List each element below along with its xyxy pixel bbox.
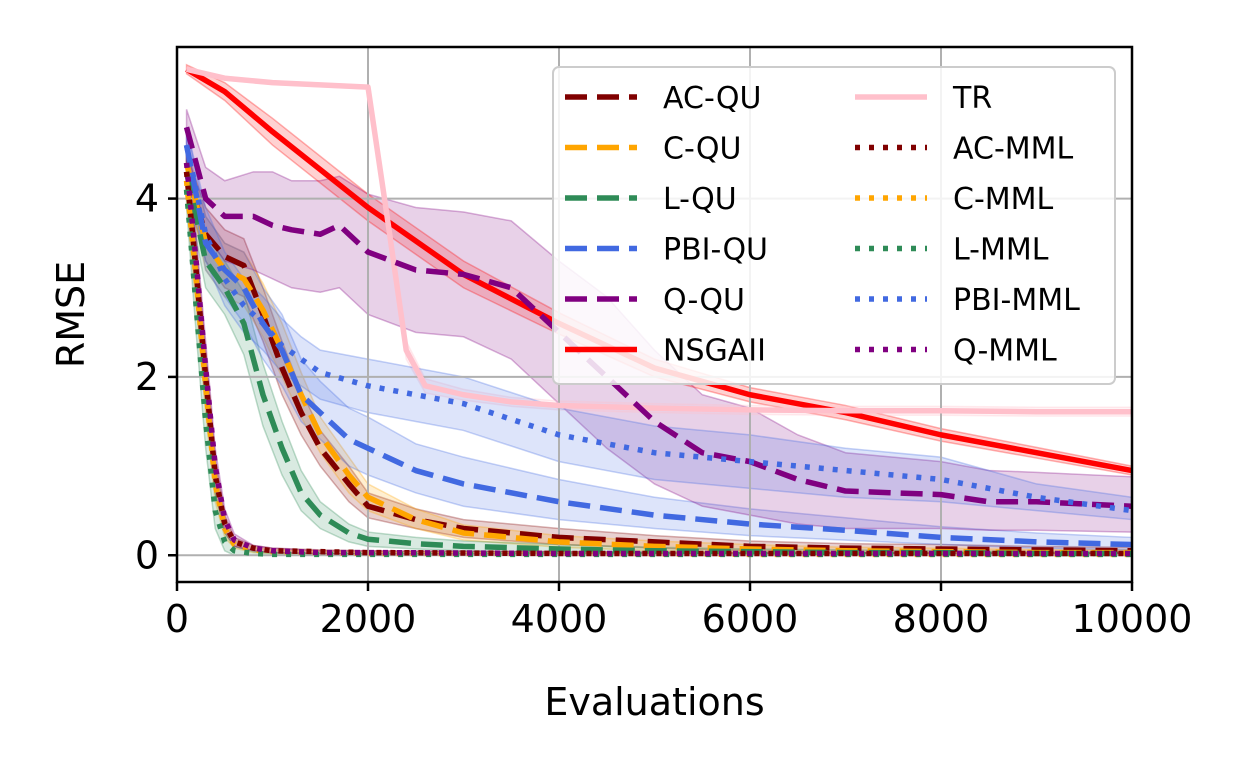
series-line-q-qu — [183, 126, 1133, 509]
legend-label: C-QU — [663, 132, 741, 167]
legend-label: NSGAII — [663, 334, 766, 369]
legend-label: C-MML — [953, 182, 1054, 217]
legend-label: AC-QU — [663, 81, 761, 116]
x-axis-label: Evaluations — [544, 680, 764, 724]
legend-label: TR — [952, 81, 992, 116]
y-tick-label: 2 — [135, 355, 159, 399]
plot-frame — [175, 45, 1134, 584]
series-lines — [183, 66, 1133, 558]
x-tick-label: 0 — [165, 597, 189, 641]
series-line-tr — [185, 66, 1132, 415]
legend-entry-l-qu: L-QU — [565, 182, 737, 217]
legend-box — [552, 66, 1116, 385]
legend-label: PBI-QU — [663, 233, 768, 268]
legend-label: Q-QU — [663, 283, 745, 318]
y-tick-label: 0 — [135, 533, 159, 577]
series-line-pbi-mml — [183, 144, 1133, 514]
x-tick-label: 2000 — [320, 597, 417, 641]
legend-entry-q-qu: Q-QU — [565, 283, 745, 318]
axis-ticks: 0 2000 4000 6000 8000 10000 0 2 4 — [135, 177, 1193, 641]
legend-entry-c-mml: C-MML — [855, 182, 1054, 217]
legend-label: Q-MML — [953, 334, 1057, 369]
series-line-pbi-qu — [183, 144, 1133, 548]
legend-entry-tr: TR — [855, 81, 992, 116]
legend: AC-QU C-QU L-QU PBI-QU Q-QU NSGAII TR AC-MML C-M… — [552, 66, 1116, 385]
legend-entry-c-qu: C-QU — [565, 132, 741, 167]
x-tick-label: 10000 — [1072, 597, 1193, 641]
series-line-l-mml — [183, 189, 1132, 558]
legend-label: L-QU — [663, 182, 737, 217]
legend-label: AC-MML — [953, 132, 1074, 167]
legend-entry-nsgaii: NSGAII — [565, 334, 766, 369]
x-tick-label: 8000 — [893, 597, 990, 641]
x-tick-label: 6000 — [702, 597, 799, 641]
legend-entry-ac-qu: AC-QU — [565, 81, 761, 116]
legend-label: PBI-MML — [953, 283, 1080, 318]
legend-label: L-MML — [953, 233, 1049, 268]
y-axis-label: RMSE — [49, 261, 93, 368]
legend-entry-ac-mml: AC-MML — [855, 132, 1074, 167]
legend-entry-l-mml: L-MML — [855, 233, 1049, 268]
legend-entry-pbi-mml: PBI-MML — [855, 283, 1080, 318]
x-tick-label: 4000 — [511, 597, 608, 641]
legend-entry-pbi-qu: PBI-QU — [565, 233, 768, 268]
legend-entry-q-mml: Q-MML — [855, 334, 1057, 369]
y-tick-label: 4 — [135, 177, 159, 221]
